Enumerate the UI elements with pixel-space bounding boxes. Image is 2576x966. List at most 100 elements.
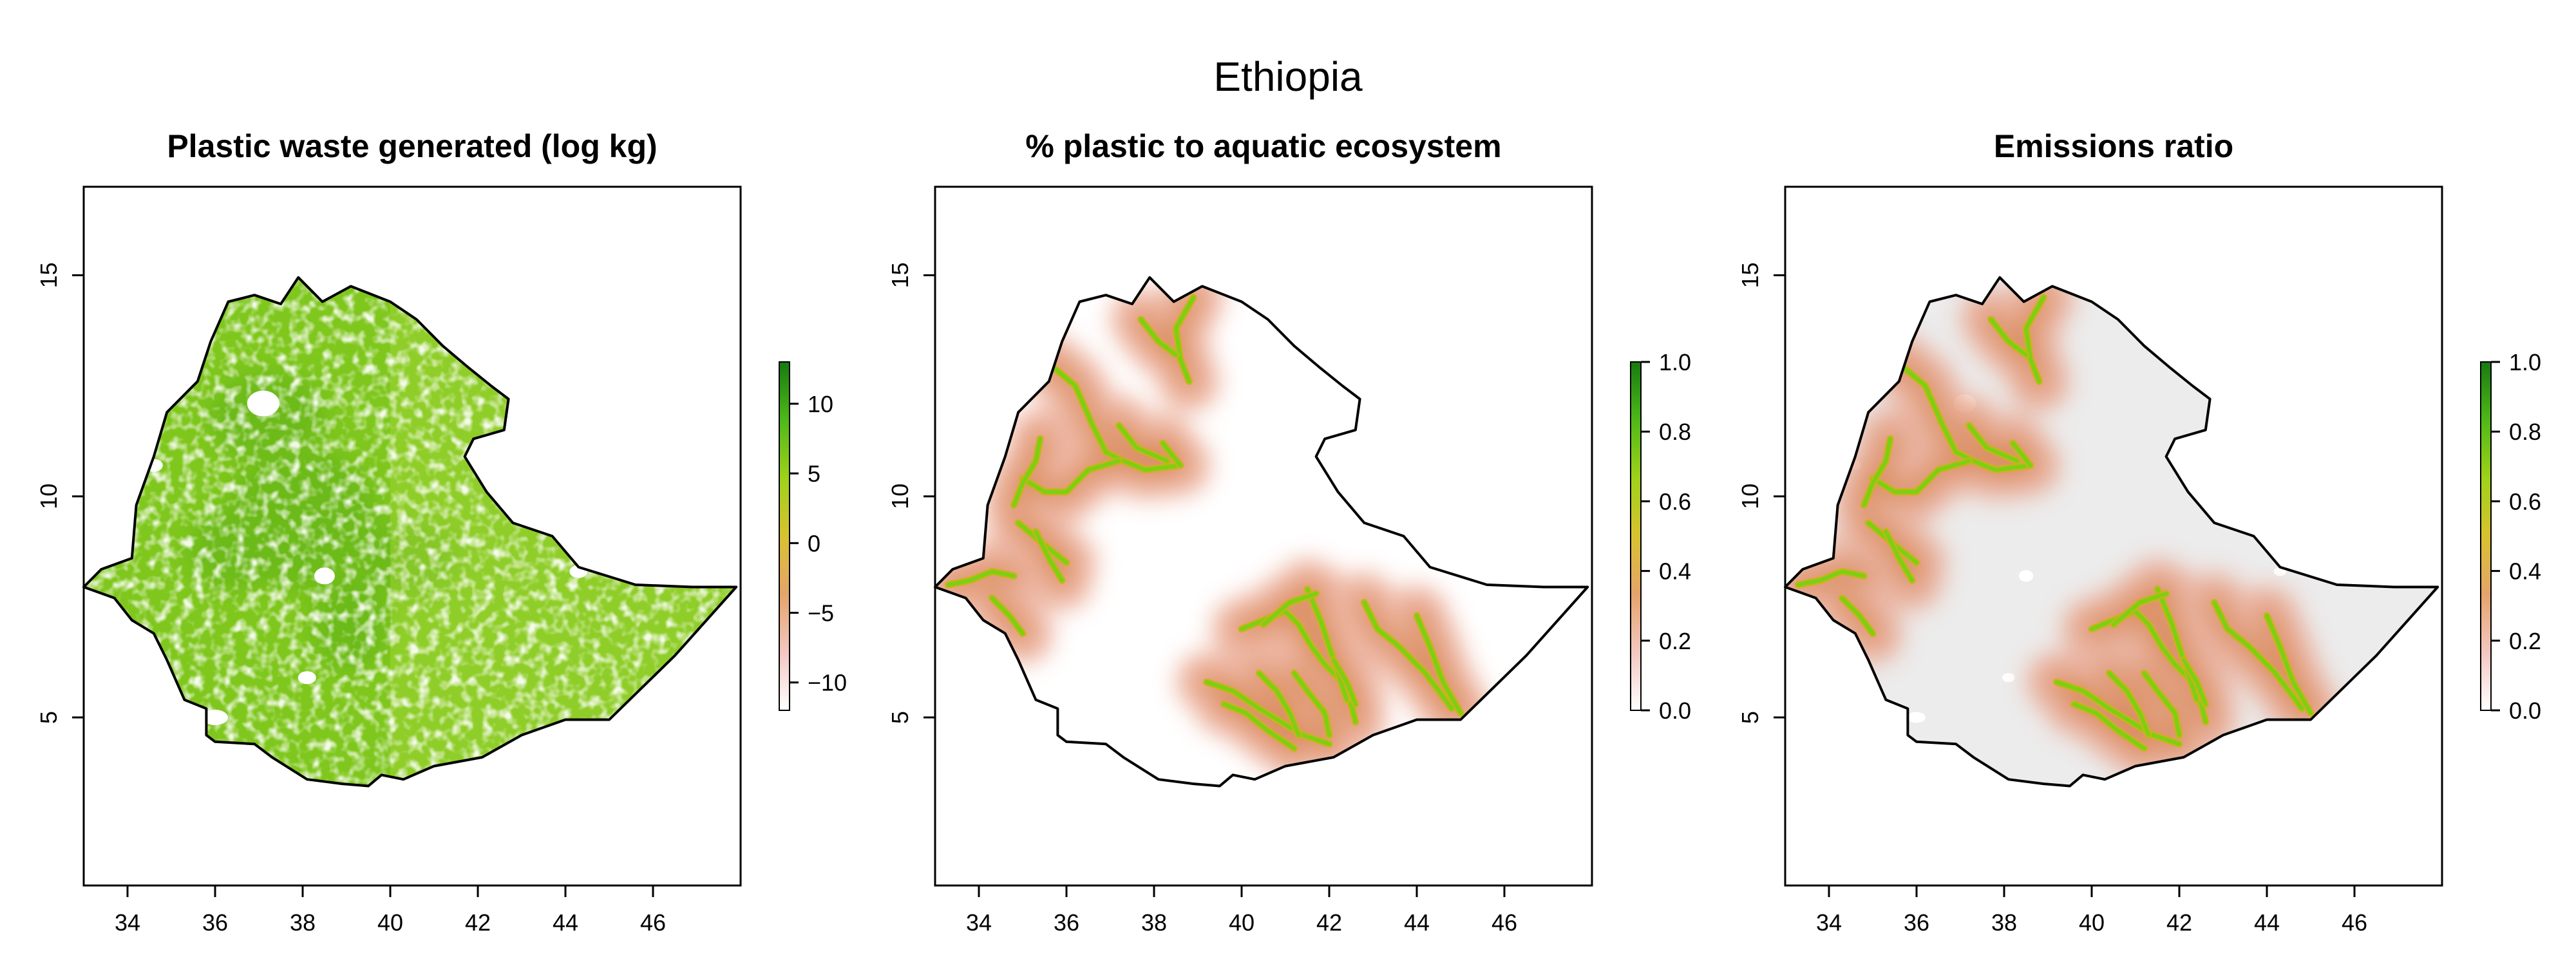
plot-frame <box>1784 185 2443 887</box>
river-line <box>2181 658 2208 706</box>
x-tick-label: 44 <box>2254 909 2280 936</box>
x-tick-label: 38 <box>1991 909 2017 936</box>
panel-3-title: Emissions ratio <box>1993 128 2234 164</box>
panel-1-title: Plastic waste generated (log kg) <box>167 128 658 164</box>
river-line <box>1257 671 1301 737</box>
y-tick-label: 10 <box>1737 484 1763 509</box>
river-line <box>1021 459 1121 494</box>
river-line <box>1796 569 1866 587</box>
y-tick-label: 15 <box>35 262 62 288</box>
y-tick-label: 5 <box>35 711 62 724</box>
river-line <box>2142 671 2181 737</box>
river-line <box>1362 600 1454 711</box>
map-panel-3: 34 36 38 40 42 44 46 5 10 15 1.0 0.8 0.6 0.4 0.2 0.0 <box>1737 185 2541 936</box>
river-line <box>1292 671 1331 737</box>
legend-tick-label: 0 <box>808 530 820 556</box>
river-line <box>1262 591 1318 627</box>
legend-tick-label: 1.0 <box>1659 349 1691 375</box>
river-line <box>2024 295 2046 384</box>
legend-tick-label: 0.4 <box>1659 558 1691 585</box>
x-tick-label: 44 <box>553 909 578 936</box>
x-tick-label: 42 <box>465 909 491 936</box>
legend-tick-label: 1.0 <box>2509 349 2541 375</box>
x-tick-label: 34 <box>1816 909 1842 936</box>
x-tick-label: 42 <box>1316 909 1342 936</box>
y-tick-label: 15 <box>887 262 913 288</box>
y-tick-label: 10 <box>35 484 62 509</box>
legend-colorbar <box>779 361 790 711</box>
y-tick-label: 10 <box>887 484 913 509</box>
map-panel-2: 34 36 38 40 42 44 46 5 10 15 1.0 0.8 0.6 0.4 0.2 0.0 <box>887 185 1691 936</box>
river-line <box>1117 423 1170 463</box>
river-line <box>946 569 1016 587</box>
map-panel-1: 34 36 38 40 42 44 46 5 10 15 10 5 0 −5 −10 <box>35 185 847 936</box>
legend-tick-label: −10 <box>808 670 847 696</box>
x-tick-label: 34 <box>966 909 992 936</box>
river-line <box>2155 587 2199 702</box>
legend-tick-label: 0.8 <box>2509 419 2541 445</box>
figure-title: Ethiopia <box>1213 53 1363 100</box>
river-line <box>2212 600 2304 711</box>
legend-colorbar <box>2480 361 2492 711</box>
river-line <box>1160 441 1182 468</box>
legend-tick-label: 0.6 <box>1659 488 1691 515</box>
river-line <box>1174 295 1196 384</box>
river-line <box>1305 587 1349 702</box>
river-line <box>1967 423 2020 463</box>
x-tick-label: 46 <box>1492 909 1517 936</box>
x-tick-label: 40 <box>1229 909 1255 936</box>
river-line <box>2072 702 2146 751</box>
plot-frame <box>934 185 1593 887</box>
river-line <box>1840 596 1875 636</box>
legend-tick-label: 0.2 <box>1659 628 1691 654</box>
river-line <box>2265 614 2313 715</box>
x-tick-label: 36 <box>1054 909 1079 936</box>
legend-tick-label: 10 <box>808 391 833 417</box>
country-border <box>82 276 738 788</box>
river-line <box>1989 317 2028 357</box>
legend-tick-label: 0.0 <box>1659 697 1691 724</box>
river-line <box>1046 361 1182 472</box>
river-line <box>1222 702 1296 751</box>
river-line <box>1884 529 1915 583</box>
x-tick-label: 38 <box>290 909 316 936</box>
y-tick-label: 15 <box>1737 262 1763 288</box>
legend-tick-label: 0.8 <box>1659 419 1691 445</box>
x-tick-label: 40 <box>2079 909 2105 936</box>
river-line <box>1012 437 1043 507</box>
river-line <box>990 596 1025 636</box>
legend-tick-label: 0.2 <box>2509 628 2541 654</box>
country-border <box>934 276 1589 788</box>
river-line <box>1871 459 1971 494</box>
legend-colorbar <box>1630 361 1642 711</box>
river-line <box>1331 658 1358 706</box>
legend-tick-label: 0.0 <box>2509 697 2541 724</box>
river-line <box>1034 529 1065 583</box>
x-tick-label: 38 <box>1141 909 1167 936</box>
legend-tick-label: 0.6 <box>2509 488 2541 515</box>
y-tick-label: 5 <box>1737 711 1763 724</box>
river-line <box>2112 591 2168 627</box>
x-tick-label: 36 <box>202 909 228 936</box>
y-tick-label: 5 <box>887 711 913 724</box>
river-line <box>1415 614 1463 715</box>
panel-2-title: % plastic to aquatic ecosystem <box>1025 128 1502 164</box>
x-tick-label: 40 <box>377 909 403 936</box>
plot-frame <box>82 185 742 887</box>
x-tick-label: 46 <box>2342 909 2367 936</box>
x-tick-label: 46 <box>640 909 666 936</box>
country-border <box>1784 276 2439 788</box>
x-tick-label: 44 <box>1404 909 1430 936</box>
x-tick-label: 36 <box>1904 909 1929 936</box>
legend-tick-label: 5 <box>808 460 820 487</box>
river-line <box>2011 441 2032 468</box>
river-line <box>1862 437 1893 507</box>
river-line <box>1204 680 1331 746</box>
river-line <box>1897 361 2032 472</box>
x-tick-label: 34 <box>115 909 140 936</box>
river-line <box>2054 680 2181 746</box>
legend-tick-label: −5 <box>808 600 834 627</box>
river-line <box>2107 671 2151 737</box>
x-tick-label: 42 <box>2166 909 2192 936</box>
